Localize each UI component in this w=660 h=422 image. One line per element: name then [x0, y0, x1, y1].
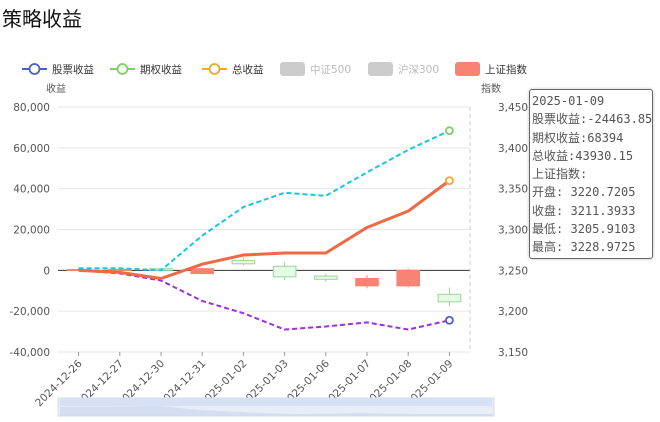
y-right-tick-label: 3,450 — [498, 102, 528, 114]
tooltip-label: 总收益 — [532, 148, 569, 163]
y-tick-label: 80,000 — [13, 102, 50, 114]
legend-label[interactable]: 中证500 — [310, 63, 351, 76]
legend-circle-icon — [116, 63, 129, 75]
candle-body — [272, 265, 297, 278]
y-tick-label: 0 — [43, 265, 50, 277]
grid-lines — [58, 106, 471, 353]
y-right-tick-label: 3,300 — [498, 225, 528, 237]
option-return-line — [78, 129, 450, 272]
candle-body — [355, 278, 379, 287]
tooltip-label: 期权收益 — [532, 130, 581, 145]
total-return-line — [78, 179, 451, 280]
legend-rect-icon — [455, 62, 480, 76]
legend-label[interactable]: 上证指数 — [485, 63, 527, 76]
candle-body — [190, 268, 215, 275]
tooltip-label: 股票收益 — [532, 112, 581, 127]
left-axis-label: 收益 — [46, 82, 66, 95]
legend-item-1[interactable]: 股票收益 — [22, 63, 94, 76]
highlight-point — [444, 126, 454, 136]
legend-circle-icon — [208, 63, 221, 75]
tooltip-date: 2025-01-09 — [532, 94, 605, 108]
candle-body — [107, 269, 132, 272]
right-axis-label: 指数 — [481, 82, 501, 95]
tooltip-label: 收盘 — [532, 203, 557, 218]
highlight-point — [444, 176, 454, 186]
tooltip-value: 3205.9103 — [570, 222, 636, 237]
y-tick-label: 60,000 — [13, 143, 50, 155]
legend-circle-icon — [28, 63, 41, 75]
candle — [272, 262, 297, 281]
candle — [355, 275, 379, 289]
legend-label[interactable]: 股票收益 — [52, 63, 94, 76]
y-right-tick-label: 3,350 — [498, 184, 528, 196]
legend-label[interactable]: 期权收益 — [140, 63, 182, 76]
tooltip-value: 43930.15 — [575, 148, 634, 163]
legend-label[interactable]: 总收益 — [232, 63, 264, 76]
legend-item-5[interactable]: 沪深300 — [368, 62, 439, 76]
candle-body — [437, 293, 462, 303]
legend-item-6[interactable]: 上证指数 — [455, 62, 527, 76]
candle-body — [231, 260, 256, 265]
y-tick-label: 20,000 — [13, 225, 50, 237]
tooltip-value: 3228.9725 — [570, 240, 636, 255]
y-right-tick-label: 3,400 — [498, 143, 528, 155]
candle — [313, 273, 338, 282]
stock-return-line — [78, 269, 450, 331]
tooltip-row: 收盘: 3211.3933 — [532, 203, 636, 218]
tooltip-value: 68394 — [587, 130, 624, 145]
return-lines — [78, 126, 454, 331]
tooltip-value: -24463.85 — [587, 112, 653, 127]
candle-body — [396, 269, 421, 287]
legend-item-3[interactable]: 总收益 — [202, 63, 264, 76]
left-axis-ticks: 80,000 60,000 40,000 20,000 0 -20,000 -40,000 — [9, 102, 50, 359]
tooltip-row: 最低: 3205.9103 — [532, 222, 636, 237]
candle — [190, 267, 215, 275]
y-tick-label: 40,000 — [13, 184, 50, 196]
y-right-tick-label: 3,200 — [498, 306, 528, 318]
candle — [437, 287, 462, 307]
candle — [231, 257, 256, 266]
data-zoom-shadow — [60, 406, 492, 416]
chart-legend: 股票收益 期权收益 总收益 中证500 沪深300 上证指数 — [22, 62, 527, 76]
y-tick-label: -40,000 — [9, 347, 50, 359]
legend-rect-icon — [368, 62, 393, 76]
candle-body — [313, 275, 338, 280]
tooltip-row: 开盘: 3220.7205 — [532, 185, 636, 200]
index-candles — [66, 257, 462, 307]
legend-item-4[interactable]: 中证500 — [280, 62, 351, 76]
y-tick-label: -20,000 — [9, 306, 50, 318]
tooltip-value: 3211.3933 — [570, 203, 636, 218]
legend-rect-icon — [280, 62, 305, 76]
tooltip-row: 最高: 3228.9725 — [532, 240, 636, 255]
candle — [396, 268, 421, 288]
tooltip-row: 期权收益:68394 — [532, 130, 624, 145]
legend-item-2[interactable]: 期权收益 — [110, 63, 182, 76]
chart-tooltip: 2025-01-09 股票收益:-24463.85 期权收益:68394 总收益… — [529, 89, 653, 259]
tooltip-row: 股票收益:-24463.85 — [532, 112, 653, 127]
legend-label[interactable]: 沪深300 — [398, 63, 439, 76]
tooltip-label: 最低 — [532, 222, 557, 237]
highlight-point — [444, 315, 454, 325]
page-title: 策略收益 — [2, 7, 82, 31]
tooltip-value: 3220.7205 — [570, 185, 636, 200]
tooltip-label: 最高 — [532, 240, 557, 255]
data-zoom-selection[interactable] — [60, 398, 492, 406]
tooltip-index-label: 上证指数: — [532, 167, 588, 182]
data-zoom-slider[interactable] — [57, 397, 495, 417]
tooltip-label: 开盘 — [532, 185, 557, 200]
y-right-tick-label: 3,150 — [498, 347, 528, 359]
right-axis-ticks: 3,450 3,400 3,350 3,300 3,250 3,200 3,150 — [498, 102, 528, 359]
tooltip-row: 总收益:43930.15 — [532, 148, 634, 163]
y-right-tick-label: 3,250 — [498, 265, 528, 277]
